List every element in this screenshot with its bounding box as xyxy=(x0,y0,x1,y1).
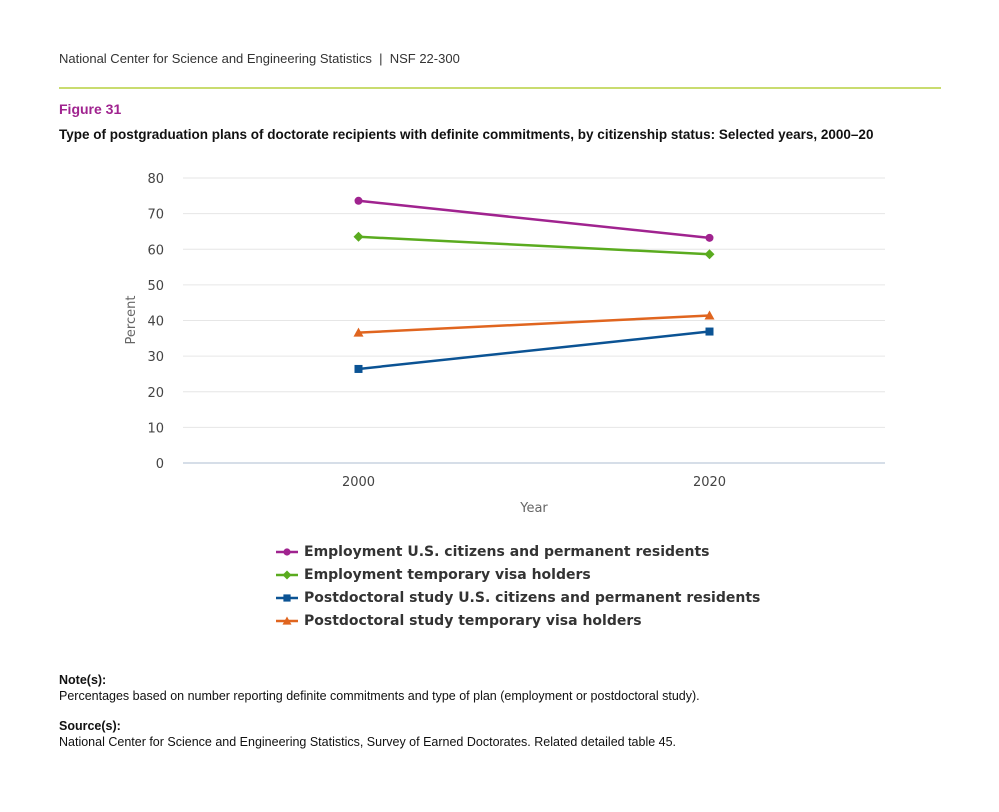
legend-label: Employment U.S. citizens and permanent r… xyxy=(304,543,710,560)
y-tick-label: 70 xyxy=(147,208,164,223)
legend-item[interactable]: Postdoctoral study temporary visa holder… xyxy=(276,609,760,632)
x-tick-label: 2000 xyxy=(342,475,375,490)
marker-circle xyxy=(705,233,714,242)
figure-label: Figure 31 xyxy=(59,101,122,117)
marker-square xyxy=(283,593,291,602)
y-tick-label: 50 xyxy=(147,279,164,294)
marker-diamond xyxy=(704,249,715,260)
source-text: National Center for Science and Engineer… xyxy=(59,735,677,749)
y-tick-label: 20 xyxy=(147,386,164,401)
y-tick-label: 30 xyxy=(147,350,164,365)
y-tick-label: 40 xyxy=(147,315,164,330)
marker-circle xyxy=(283,547,291,556)
legend-item[interactable]: Employment temporary visa holders xyxy=(276,563,760,586)
x-axis-label: Year xyxy=(519,501,548,516)
legend-swatch-icon xyxy=(276,593,298,602)
marker-triangle xyxy=(353,327,364,337)
y-tick-label: 60 xyxy=(147,243,164,258)
series-line xyxy=(358,199,710,240)
marker-square xyxy=(354,364,363,373)
legend-swatch-icon xyxy=(276,616,298,625)
legend-swatch-icon xyxy=(276,547,298,556)
legend-swatch-icon xyxy=(276,570,298,579)
series-line xyxy=(358,235,710,256)
legend: Employment U.S. citizens and permanent r… xyxy=(276,540,760,632)
marker-diamond xyxy=(282,570,292,579)
marker-triangle xyxy=(282,616,292,625)
y-tick-label: 80 xyxy=(147,172,164,187)
legend-label: Postdoctoral study U.S. citizens and per… xyxy=(304,589,761,606)
marker-circle xyxy=(354,196,363,205)
marker-diamond xyxy=(353,231,364,242)
y-axis-label: Percent xyxy=(124,296,139,345)
y-tick-label: 0 xyxy=(156,457,164,472)
legend-item[interactable]: Postdoctoral study U.S. citizens and per… xyxy=(276,586,760,609)
legend-item[interactable]: Employment U.S. citizens and permanent r… xyxy=(276,540,760,563)
note-text: Percentages based on number reporting de… xyxy=(59,689,700,703)
source-label: Source(s): xyxy=(59,719,121,733)
marker-square xyxy=(705,327,714,336)
legend-label: Employment temporary visa holders xyxy=(304,566,591,583)
note-label: Note(s): xyxy=(59,673,107,687)
series-line xyxy=(358,330,710,371)
header-rule xyxy=(59,87,941,89)
series-line xyxy=(358,314,710,334)
marker-triangle xyxy=(704,310,715,320)
legend-label: Postdoctoral study temporary visa holder… xyxy=(304,612,642,629)
x-tick-label: 2020 xyxy=(693,475,726,490)
y-tick-label: 10 xyxy=(147,421,164,436)
chart-title: Type of postgraduation plans of doctorat… xyxy=(59,127,874,142)
header-text: National Center for Science and Engineer… xyxy=(59,51,460,66)
